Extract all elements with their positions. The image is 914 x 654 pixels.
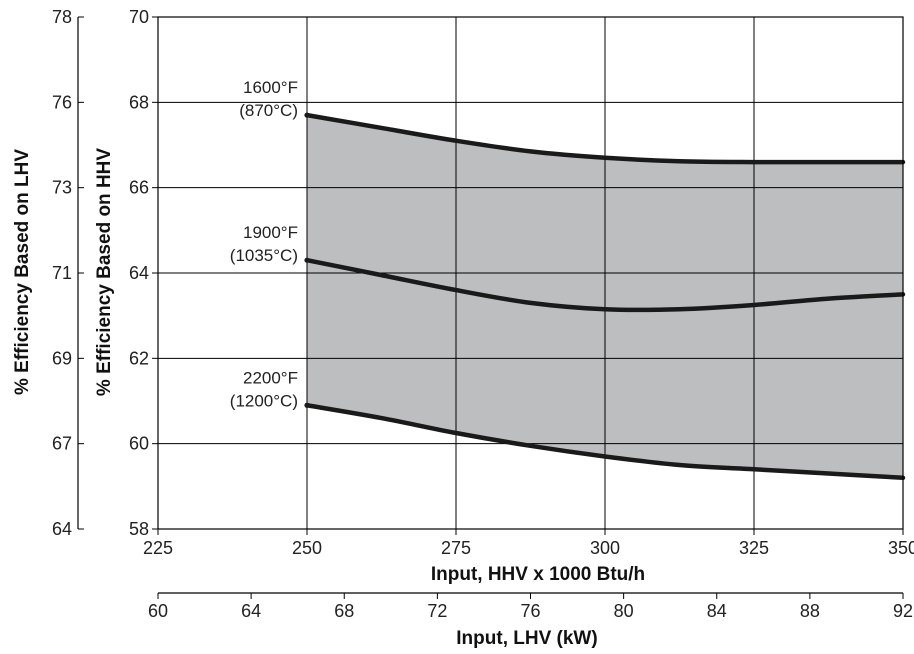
series-label-line1: 1600°F bbox=[243, 78, 298, 97]
series-line-1 bbox=[304, 112, 906, 165]
x2-tick-label: 68 bbox=[334, 601, 354, 621]
x-tick-label: 325 bbox=[739, 538, 769, 558]
series-start-point-2 bbox=[304, 257, 310, 263]
x2-tick-label: 64 bbox=[241, 601, 261, 621]
y-tick-label: 62 bbox=[129, 348, 149, 368]
axis-layer: 225 250 275 300 325 350 58 60 62 64 66 68 70 60 64 68 72… bbox=[52, 7, 914, 621]
y2-tick-label: 73 bbox=[52, 178, 72, 198]
x-tick-label: 275 bbox=[441, 538, 471, 558]
y2-tick-label: 67 bbox=[52, 434, 72, 454]
y-tick-label: 58 bbox=[129, 519, 149, 539]
y-tick-label: 70 bbox=[129, 7, 149, 27]
x-tick-label: 225 bbox=[143, 538, 173, 558]
y-tick-label: 64 bbox=[129, 263, 149, 283]
x2-tick-label: 88 bbox=[800, 601, 820, 621]
x-axis-title: Input, HHV x 1000 Btu/h bbox=[431, 564, 645, 585]
series-start-point-3 bbox=[304, 402, 310, 408]
y2-tick-label: 78 bbox=[52, 7, 72, 27]
series-line-2 bbox=[304, 257, 906, 313]
series-label-line2: (1035°C) bbox=[230, 246, 298, 265]
x2-tick-label: 60 bbox=[148, 601, 168, 621]
x2-tick-label: 80 bbox=[614, 601, 634, 621]
y-tick-label: 60 bbox=[129, 434, 149, 454]
series-label-line2: (870°C) bbox=[239, 101, 298, 120]
x2-tick-label: 72 bbox=[427, 601, 447, 621]
y2-tick-label: 69 bbox=[52, 348, 72, 368]
series-start-point-1 bbox=[304, 112, 310, 118]
y2-tick-label: 64 bbox=[52, 519, 72, 539]
y-tick-label: 66 bbox=[129, 178, 149, 198]
series-label-line1: 1900°F bbox=[243, 223, 298, 242]
x-tick-label: 300 bbox=[590, 538, 620, 558]
x-tick-label: 350 bbox=[888, 538, 914, 558]
curve-label-layer: 1600°F (870°C) 1900°F (1035°C) 2200°F (1200°C… bbox=[230, 78, 298, 410]
series-line-3 bbox=[304, 403, 906, 481]
x2-tick-label: 84 bbox=[707, 601, 727, 621]
series-label-line2: (1200°C) bbox=[230, 391, 298, 410]
y2-axis-title: % Efficiency Based on LHV bbox=[12, 149, 33, 395]
x2-tick-label: 76 bbox=[520, 601, 540, 621]
y2-tick-label: 76 bbox=[52, 92, 72, 112]
x2-tick-label: 92 bbox=[893, 601, 913, 621]
y-axis-title: % Efficiency Based on HHV bbox=[94, 148, 115, 396]
series-label-line1: 2200°F bbox=[243, 368, 298, 387]
y-tick-label: 68 bbox=[129, 92, 149, 112]
x2-axis-title: Input, LHV (kW) bbox=[456, 628, 597, 649]
y2-tick-label: 71 bbox=[52, 263, 72, 283]
x-tick-label: 250 bbox=[292, 538, 322, 558]
plot-frame bbox=[157, 16, 904, 530]
series-layer bbox=[304, 112, 906, 481]
